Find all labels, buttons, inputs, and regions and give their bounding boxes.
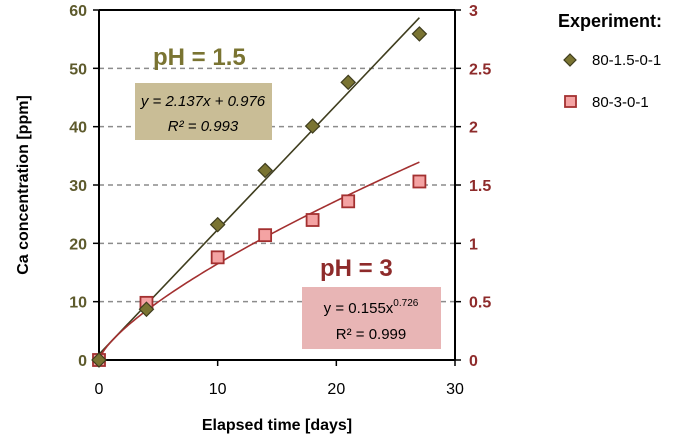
x-tick-label: 10 xyxy=(209,381,227,398)
data-point-diamond xyxy=(91,352,107,368)
y-right-tick-label: 0.5 xyxy=(469,295,491,312)
equation-2-base: y = 0.155x xyxy=(324,300,394,317)
equation-2-exponent: 0.726 xyxy=(393,298,418,309)
data-point-diamond xyxy=(411,26,428,42)
data-point-square xyxy=(412,174,427,189)
y-right-tick-label: 3 xyxy=(469,3,478,20)
legend-marker-square xyxy=(564,95,577,108)
data-point-diamond xyxy=(138,301,155,318)
y-right-tick-label: 2.5 xyxy=(469,61,491,78)
data-point-diamond xyxy=(209,216,226,233)
y-axis-title: Ca concentration [ppm] xyxy=(15,95,32,275)
equation-box-ph1.5 xyxy=(135,83,272,140)
x-axis-title: Elapsed time [days] xyxy=(202,417,352,434)
y-left-tick-label: 60 xyxy=(69,3,87,20)
ph3-label: pH = 3 xyxy=(320,255,393,282)
x-tick-label: 30 xyxy=(446,381,464,398)
equation-2: y = 0.155x0.726 xyxy=(324,298,419,317)
data-point-square xyxy=(305,213,320,227)
r-squared-1: R² = 0.993 xyxy=(168,118,239,135)
data-point-diamond xyxy=(340,74,357,91)
x-tick-label: 20 xyxy=(327,381,345,398)
legend-title: Experiment: xyxy=(558,11,662,31)
legend-label-series1: 80-1.5-0-1 xyxy=(592,52,661,69)
data-point-square xyxy=(341,194,356,209)
equation-box-ph3 xyxy=(302,287,441,349)
y-right-tick-label: 1 xyxy=(469,236,478,253)
y-right-tick-label: 1.5 xyxy=(469,178,491,195)
legend-label-series2: 80-3-0-1 xyxy=(592,94,649,111)
data-point-square xyxy=(258,228,273,243)
r-squared-2: R² = 0.999 xyxy=(336,326,406,343)
x-tick-label: 0 xyxy=(95,381,104,398)
y-left-tick-label: 30 xyxy=(69,178,87,195)
ph1.5-label: pH = 1.5 xyxy=(153,44,246,71)
y-left-tick-label: 0 xyxy=(78,353,87,370)
y-left-tick-label: 40 xyxy=(69,120,87,137)
y-right-tick-label: 2 xyxy=(469,120,478,137)
data-markers xyxy=(91,26,428,368)
legend-marker-diamond xyxy=(563,53,577,67)
y-left-tick-label: 50 xyxy=(69,61,87,78)
data-point-square xyxy=(210,250,225,265)
y-right-tick-label: 0 xyxy=(469,353,478,370)
data-point-diamond xyxy=(257,162,273,179)
y-left-tick-label: 10 xyxy=(69,295,87,312)
legend: Experiment: 80-1.5-0-1 80-3-0-1 xyxy=(558,11,662,111)
data-point-diamond xyxy=(304,118,321,134)
y-left-tick-label: 20 xyxy=(69,236,87,253)
equation-1: y = 2.137x + 0.976 xyxy=(140,93,266,110)
